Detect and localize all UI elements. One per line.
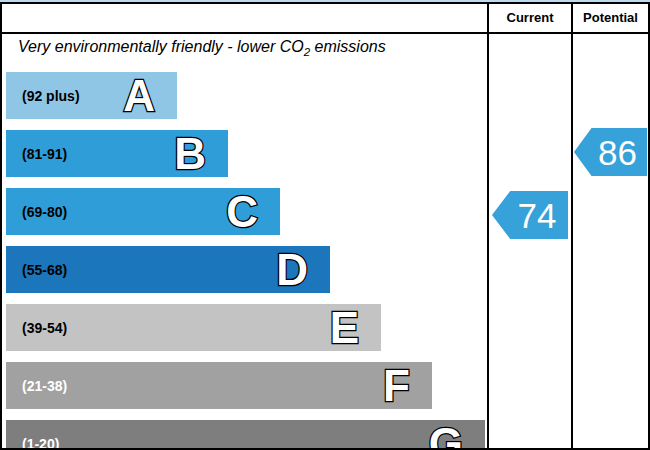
band-a-letter: A (123, 74, 155, 118)
band-d-range-label: (55-68) (22, 262, 67, 278)
potential-column-divider (571, 4, 573, 448)
band-a-range-label: (92 plus) (22, 88, 80, 104)
band-b: (81-91) B (6, 130, 228, 177)
band-g: (1-20) G (6, 420, 485, 450)
band-g-letter: G (429, 422, 463, 450)
chart-title-text: Very environmentally friendly - lower CO (18, 38, 304, 55)
band-a: (92 plus) A (6, 72, 177, 119)
header-divider (2, 32, 648, 34)
potential-rating-arrow: 86 (574, 128, 647, 176)
current-rating-value: 74 (504, 198, 557, 233)
band-b-letter: B (174, 132, 206, 176)
current-column-divider (487, 4, 489, 448)
chart-title-suffix: emissions (310, 38, 386, 55)
current-rating-arrow: 74 (492, 191, 568, 239)
band-c: (69-80) C (6, 188, 280, 235)
current-column-header: Current (489, 4, 571, 32)
band-b-range-label: (81-91) (22, 146, 67, 162)
potential-column-header: Potential (573, 4, 648, 32)
band-f: (21-38) F (6, 362, 432, 409)
band-g-range-label: (1-20) (22, 436, 59, 450)
epc-co2-rating-chart: Current Potential Very environmentally f… (0, 2, 650, 450)
potential-rating-value: 86 (584, 135, 637, 170)
band-c-range-label: (69-80) (22, 204, 67, 220)
band-e: (39-54) E (6, 304, 381, 351)
band-f-range-label: (21-38) (22, 378, 67, 394)
chart-title: Very environmentally friendly - lower CO… (18, 38, 478, 58)
band-f-letter: F (383, 364, 410, 408)
band-e-letter: E (330, 306, 359, 350)
band-d: (55-68) D (6, 246, 330, 293)
band-e-range-label: (39-54) (22, 320, 67, 336)
band-d-letter: D (276, 248, 308, 292)
band-c-letter: C (226, 190, 258, 234)
